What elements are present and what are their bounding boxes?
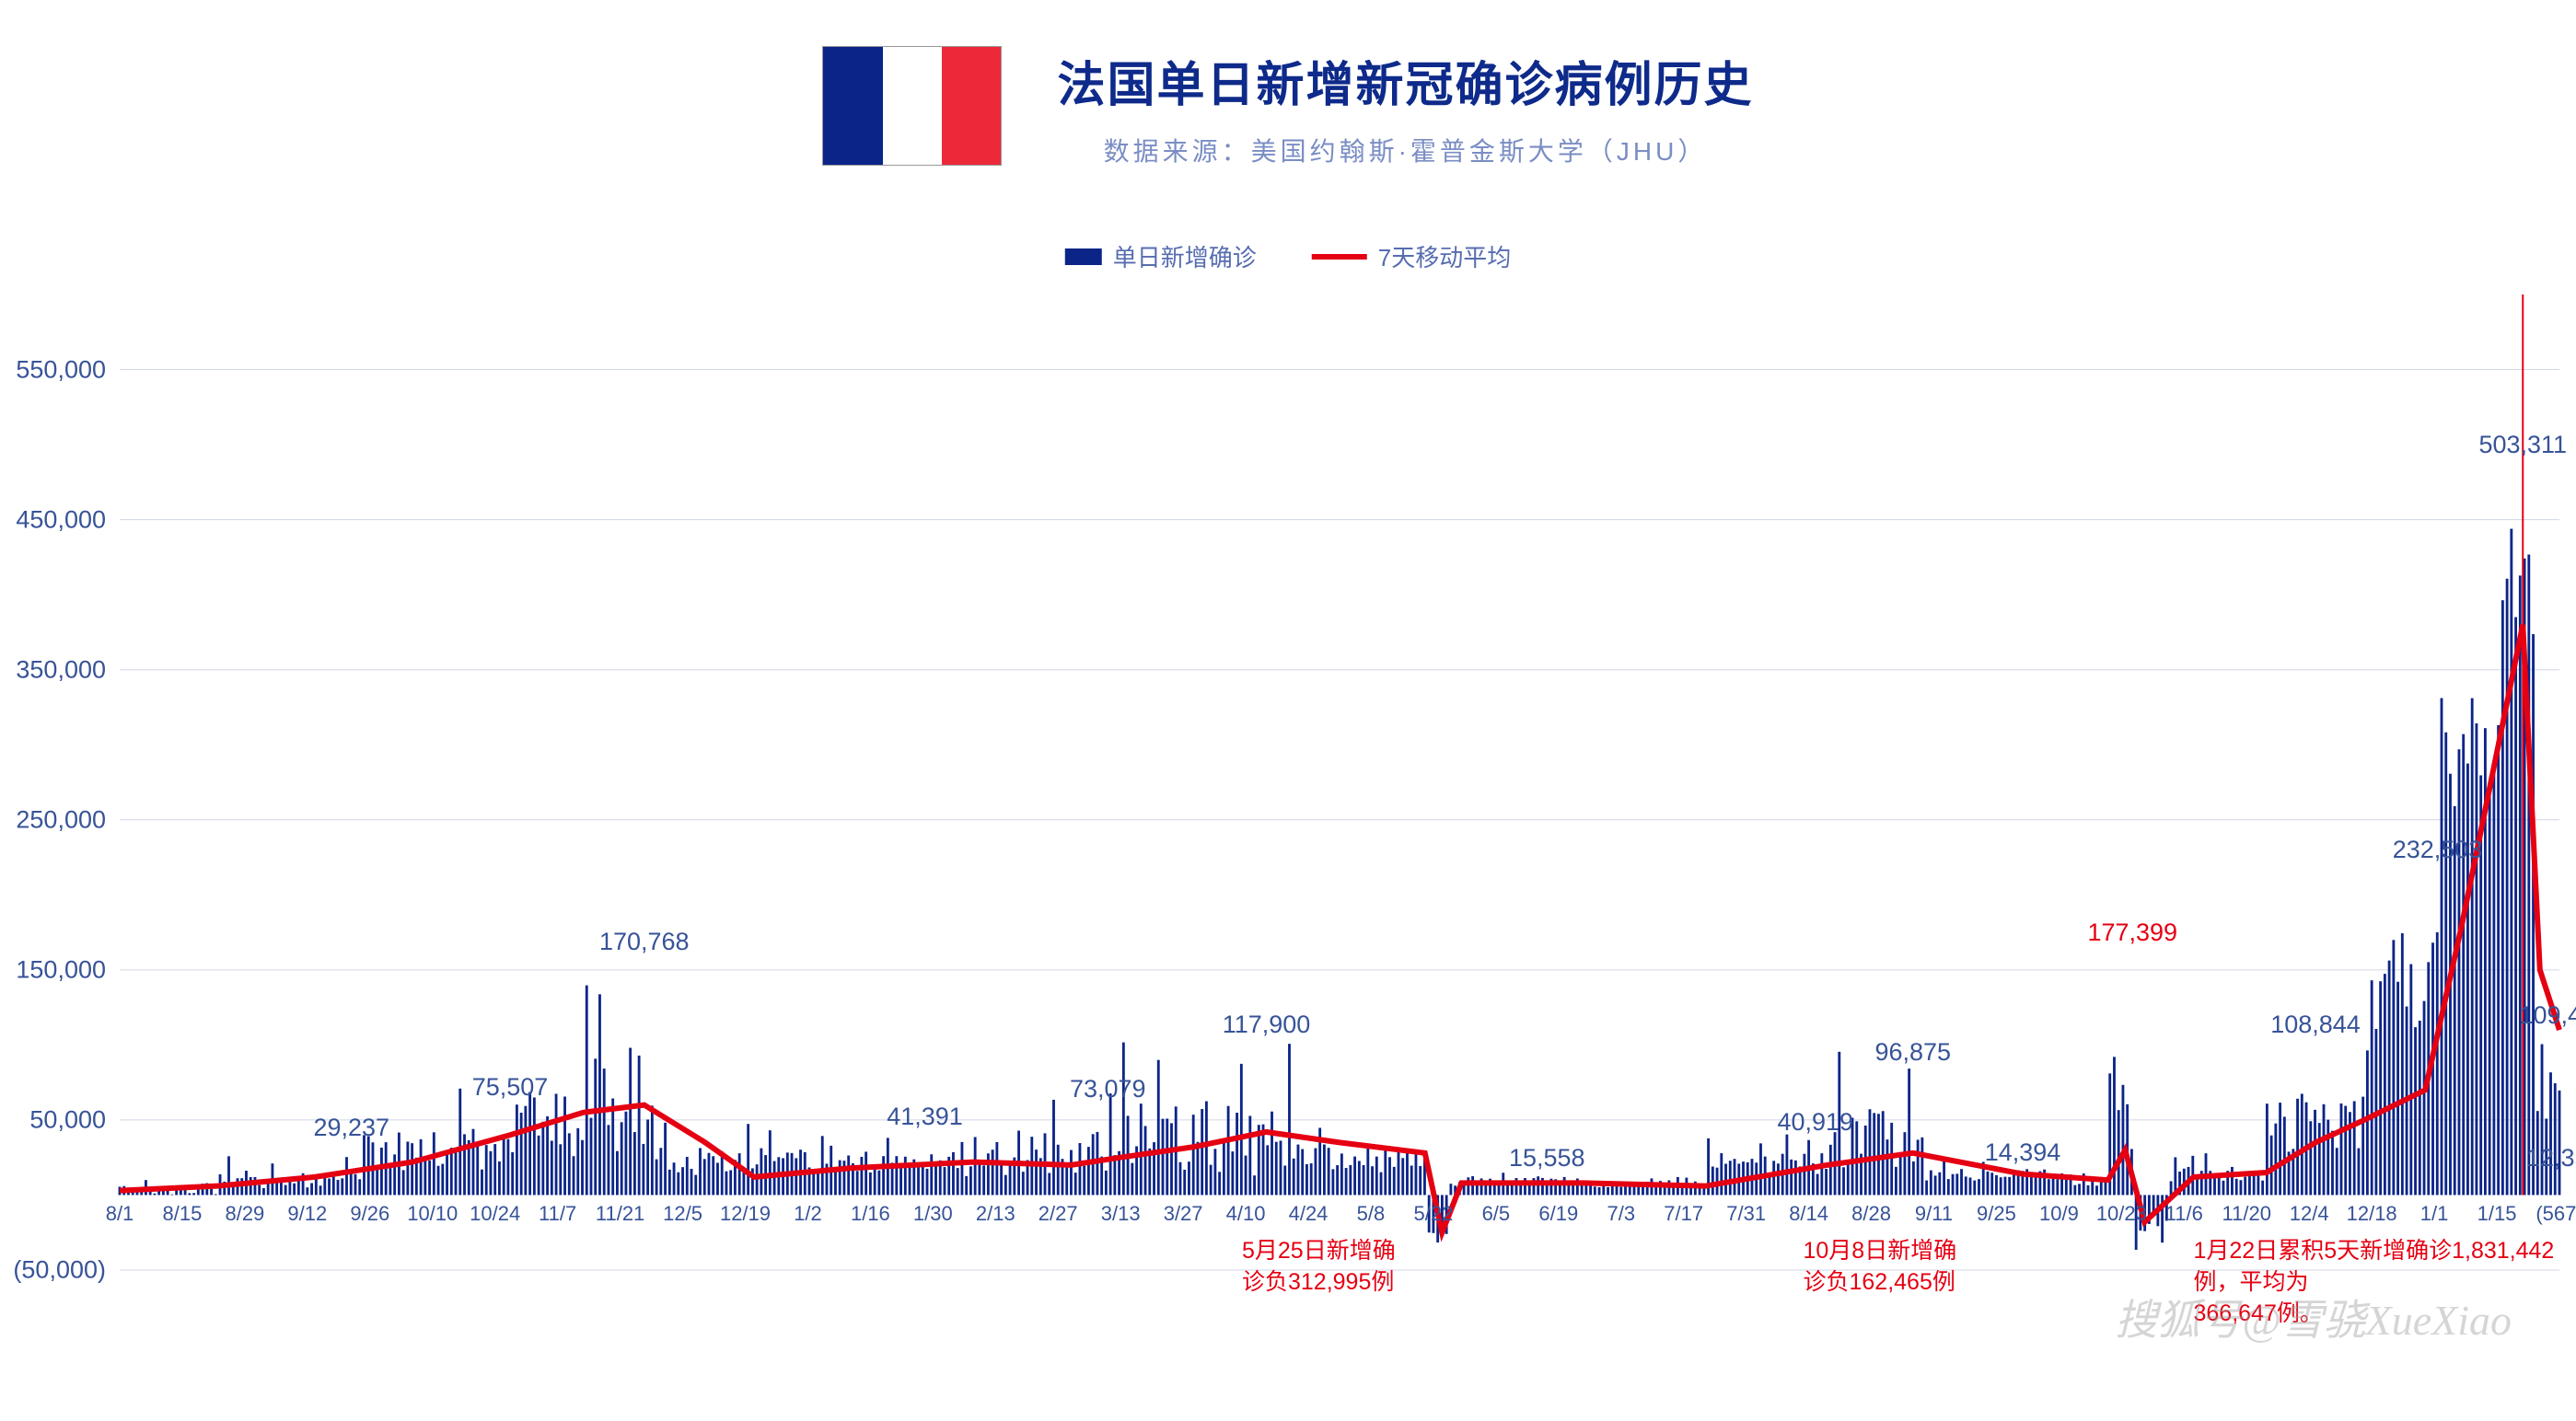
data-label: 15,558 — [1509, 1144, 1585, 1173]
xtick-label: 1/30 — [913, 1202, 953, 1226]
data-label: 40,919 — [1777, 1108, 1853, 1137]
xtick-label: 5/22 — [1414, 1202, 1454, 1226]
ytick-label: 350,000 — [9, 655, 106, 684]
data-label: 96,875 — [1874, 1038, 1951, 1067]
data-label: 117,900 — [1223, 1011, 1311, 1039]
data-label: 232,503 — [2393, 836, 2483, 864]
xtick-label: 7/17 — [1664, 1202, 1703, 1226]
xtick-label: 11/21 — [596, 1202, 644, 1226]
xtick-label: 5/8 — [1357, 1202, 1386, 1226]
xtick-label: 2/27 — [1039, 1202, 1078, 1226]
xtick-label: 4/24 — [1289, 1202, 1329, 1226]
covid-france-chart: 法国单日新增新冠确诊病例历史 数据来源：美国约翰斯·霍普金斯大学（JHU） 单日… — [9, 18, 2567, 1403]
ytick-label: 550,000 — [9, 355, 106, 384]
xtick-label: 11/7 — [539, 1202, 576, 1226]
xtick-label: 1/15 — [2477, 1202, 2517, 1226]
ytick-label: 50,000 — [9, 1105, 106, 1134]
ytick-label: 250,000 — [9, 805, 106, 834]
xtick-label: 7/31 — [1726, 1202, 1766, 1226]
data-label: 108,844 — [2270, 1011, 2361, 1039]
data-label: 41,391 — [887, 1103, 963, 1131]
xtick-label: 9/25 — [1977, 1202, 2016, 1226]
xtick-label: 12/4 — [2290, 1202, 2329, 1226]
data-label: 12,357 — [2526, 1144, 2576, 1173]
xtick-label: 3/27 — [1164, 1202, 1203, 1226]
ytick-label: (50,000) — [9, 1256, 106, 1285]
data-label: 503,311 — [2478, 431, 2567, 459]
xtick-label: 10/10 — [407, 1202, 458, 1226]
data-label: 73,079 — [1070, 1075, 1146, 1103]
data-label: 75,507 — [472, 1073, 549, 1102]
xtick-label: 11/20 — [2222, 1202, 2271, 1226]
chart-annotation: 10月8日新增确诊负162,465例 — [1804, 1236, 1957, 1299]
xtick-label: 12/5 — [663, 1202, 702, 1226]
xtick-label: 7/3 — [1607, 1202, 1635, 1226]
xtick-label: 10/9 — [2039, 1202, 2079, 1226]
xtick-label: 9/26 — [350, 1202, 389, 1226]
xtick-label: 1/16 — [851, 1202, 890, 1226]
xtick-label: 6/5 — [1482, 1202, 1511, 1226]
ytick-label: 450,000 — [9, 505, 106, 534]
xtick-label: 10/23 — [2096, 1202, 2147, 1226]
xtick-label: 6/19 — [1538, 1202, 1578, 1226]
ytick-label: 150,000 — [9, 955, 106, 984]
xtick-label: 9/11 — [1915, 1202, 1953, 1226]
xtick-label: 11/6 — [2165, 1202, 2203, 1226]
chart-annotation: 5月25日新增确诊负312,995例 — [1242, 1236, 1396, 1299]
xtick-label: 12/18 — [2347, 1202, 2397, 1226]
xtick-label: (567) — [2535, 1202, 2576, 1226]
data-label: 109,487 — [2519, 1001, 2576, 1030]
xtick-label: 8/15 — [163, 1202, 203, 1226]
data-label-highlight: 177,399 — [2087, 918, 2177, 947]
xtick-label: 2/13 — [976, 1202, 1015, 1226]
xtick-label: 1/1 — [2420, 1202, 2449, 1226]
xtick-label: 9/12 — [287, 1202, 327, 1226]
xtick-label: 4/10 — [1226, 1202, 1266, 1226]
xtick-label: 8/14 — [1789, 1202, 1828, 1226]
data-label: 14,394 — [1985, 1138, 2061, 1167]
data-label: 170,768 — [599, 928, 690, 956]
xtick-label: 10/24 — [470, 1202, 520, 1226]
xtick-label: 8/28 — [1851, 1202, 1891, 1226]
xtick-label: 12/19 — [720, 1202, 771, 1226]
xtick-label: 8/1 — [106, 1202, 134, 1226]
xtick-label: 8/29 — [225, 1202, 264, 1226]
xtick-label: 1/2 — [794, 1202, 822, 1226]
watermark-text: 搜狐号@雪骁XueXiao — [2115, 1287, 2512, 1347]
data-label: 29,237 — [313, 1114, 389, 1142]
xtick-label: 3/13 — [1101, 1202, 1141, 1226]
